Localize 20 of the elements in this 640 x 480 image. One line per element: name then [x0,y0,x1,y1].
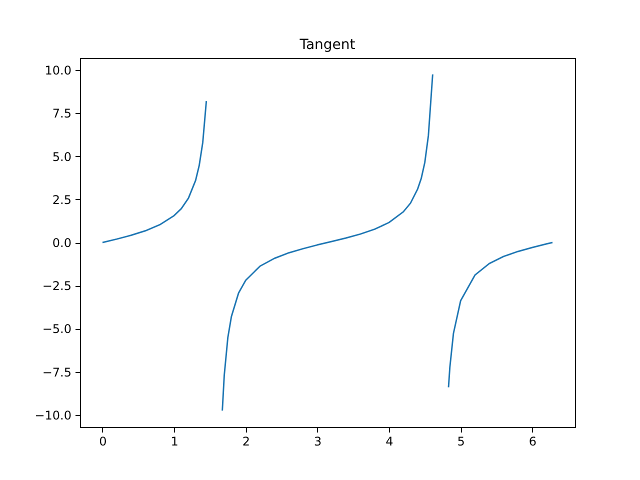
x-tick-label: 6 [528,434,537,448]
y-tick-label: 2.5 [52,192,72,207]
x-tick-label: 1 [170,434,178,448]
y-tick-label: 7.5 [52,106,72,121]
x-tick-label: 2 [242,434,250,448]
y-tick-label: −7.5 [42,365,72,380]
line-series [102,100,208,244]
line-series [448,242,554,388]
x-tick-label: 0 [99,434,107,448]
y-tick-label: −5.0 [42,322,72,336]
chart-title: Tangent [298,37,356,53]
x-tick-label: 5 [457,434,465,448]
y-tick-label: −10.0 [34,408,72,422]
y-tick-label: 10.0 [44,64,72,78]
line-series [222,74,434,412]
y-tick-label: 5.0 [52,150,72,164]
y-tick-label: 0.0 [52,236,72,250]
y-tick-label: −2.5 [42,279,72,294]
x-tick-label: 3 [314,434,322,448]
x-tick-label: 4 [386,434,394,448]
